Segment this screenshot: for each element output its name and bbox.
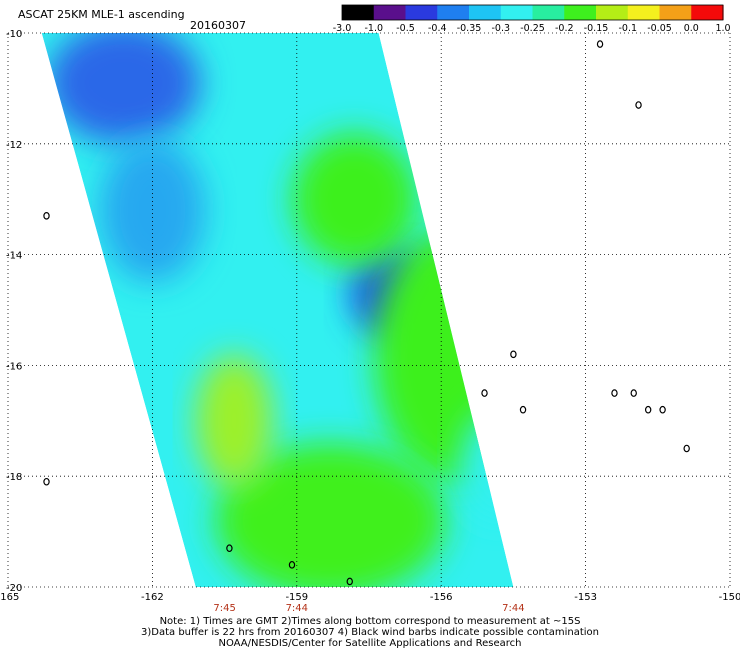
colorbar-label: -0.25 (520, 23, 545, 34)
lat-tick-label: -14 (6, 251, 22, 262)
time-label: 7:44 (286, 603, 308, 614)
swath-region-blue-northwest (46, 33, 201, 144)
colorbar-label: -0.35 (457, 23, 482, 34)
island-outline (226, 544, 233, 553)
colorbar-segment (469, 5, 502, 20)
time-label: 7:45 (213, 603, 235, 614)
swath-region-green-center (291, 132, 418, 266)
colorbar-segment (405, 5, 438, 20)
colorbar-segment (437, 5, 470, 20)
island-outline (43, 212, 50, 220)
swath-region-cyan-east (460, 409, 514, 521)
colorbar-label: -3.0 (333, 23, 352, 34)
swath-region-green-east (373, 226, 514, 482)
lon-tick-label: -165 (0, 592, 19, 603)
lon-tick-label: -156 (430, 592, 453, 603)
island-outline (644, 405, 652, 414)
colorbar-label: -0.4 (428, 23, 447, 34)
colorbar-label: -0.2 (555, 23, 574, 34)
colorbar-segment (691, 5, 724, 20)
islands (43, 40, 690, 586)
lon-tick-label: -162 (141, 592, 164, 603)
colorbar-segment (373, 5, 407, 20)
colorbar-segment (627, 5, 661, 20)
colorbar-label: -0.15 (584, 23, 609, 34)
island-outline (481, 389, 488, 397)
lon-tick-label: -150 (719, 592, 740, 603)
product-title: ASCAT 25KM MLE-1 ascending (18, 8, 185, 21)
swath-region-yellow-green-sw (195, 354, 273, 488)
colorbar-label: -0.3 (491, 23, 510, 34)
island-outline (596, 40, 604, 48)
island-outline (611, 389, 618, 397)
lon-tick-label: -153 (574, 592, 597, 603)
colorbar-label: -0.5 (396, 23, 415, 34)
colorbar-label: -0.1 (618, 23, 637, 34)
note-line-3: NOAA/NESDIS/Center for Satellite Applica… (218, 638, 522, 649)
lat-tick-label: -20 (6, 583, 22, 594)
colorbar-label: 0.0 (684, 23, 699, 34)
swath-region-green-south (214, 442, 447, 587)
colorbar-label: 1.0 (715, 23, 730, 34)
swath-region-blue-west (99, 138, 206, 283)
island-outline (659, 405, 666, 414)
axis-ticks: -165 -162 -159 -156 -153 -150 -10 -12 -14 -16 -18 -… (0, 29, 740, 603)
island-outline (510, 350, 517, 359)
colorbar-segment (596, 5, 629, 20)
note-line-2: 3)Data buffer is 22 hrs from 20160307 4)… (141, 627, 599, 638)
colorbar: -3.0 -1.0 -0.5 -0.4 -0.35 -0.3 -0.25 -0.2 -0.15-… (333, 4, 731, 34)
island-outline (519, 405, 527, 414)
note-line-1: Note: 1) Times are GMT 2)Times along bot… (159, 616, 581, 627)
island-outline (683, 444, 690, 453)
colorbar-label: -1.0 (364, 23, 383, 34)
island-outline (635, 101, 642, 109)
island-outline (288, 561, 296, 569)
colorbar-segment (500, 5, 534, 20)
gridlines (7, 32, 731, 588)
lat-tick-label: -10 (6, 29, 22, 40)
colorbar-frame (341, 4, 724, 21)
island-outline (43, 477, 50, 486)
lat-tick-label: -18 (6, 472, 22, 483)
time-labels: 7:45 7:44 7:44 (213, 603, 524, 614)
colorbar-segment (342, 5, 375, 20)
lat-tick-label: -12 (6, 140, 22, 151)
colorbar-segment (659, 5, 692, 20)
island-outline (346, 577, 353, 586)
colorbar-segment (532, 5, 565, 20)
product-date: 20160307 (190, 19, 246, 32)
colorbar-segment (564, 5, 597, 20)
colorbar-label: -0.05 (647, 23, 672, 34)
lon-tick-label: -159 (285, 592, 308, 603)
time-label: 7:44 (502, 603, 524, 614)
lat-tick-label: -16 (6, 361, 22, 372)
island-outline (630, 389, 637, 397)
swath (41, 33, 514, 587)
